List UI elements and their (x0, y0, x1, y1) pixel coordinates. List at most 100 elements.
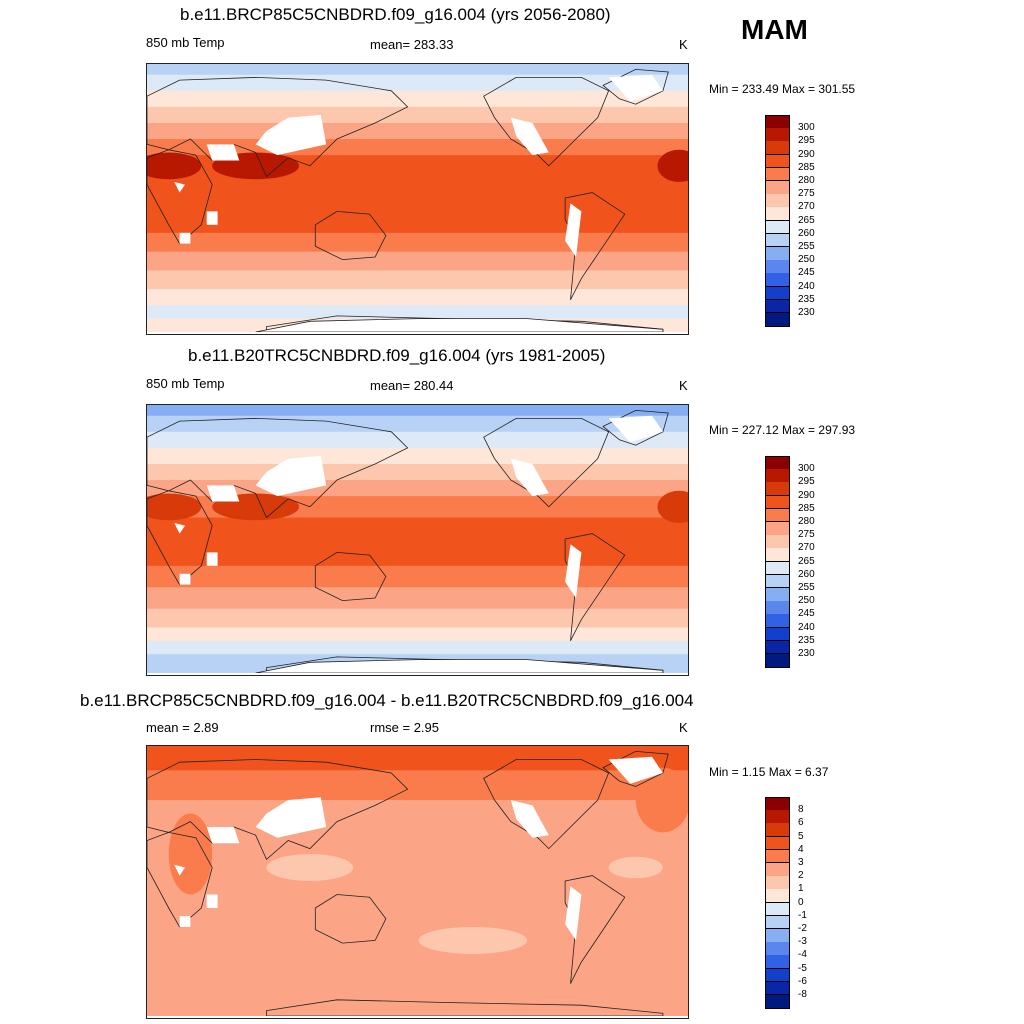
panel2-colorbar-tick-label: 285 (798, 502, 815, 514)
panel1-colorbar-swatch (765, 273, 790, 288)
panel3-colorbar-swatch (765, 981, 790, 996)
map1-contour-band (147, 122, 688, 141)
map2-contour-band (147, 463, 688, 482)
map1-contour-band (147, 64, 688, 76)
panel3-colorbar-tick-label: -3 (798, 936, 807, 948)
season-label: MAM (741, 14, 808, 45)
panel1-colorbar-swatch (765, 194, 790, 208)
panel1-colorbar-tick-label: 295 (798, 135, 815, 147)
panel3-colorbar-tick-label: 4 (798, 843, 804, 855)
panel1-colorbar-swatch (765, 286, 790, 301)
map1-coastline (602, 68, 669, 105)
map1-mask-region (206, 211, 218, 225)
panel3-colorbar-tick-label: -5 (798, 962, 807, 974)
panel2-colorbar-tick-label: 255 (798, 582, 815, 593)
panel2-minmax-label: Min = 227.12 Max = 297.93 (709, 423, 856, 437)
panel2-colorbar-tick-label: 265 (798, 555, 815, 567)
panel2-colorbar-swatch (765, 508, 790, 523)
map2-mask-region (179, 573, 191, 585)
panel3-colorbar-swatch (765, 863, 790, 877)
panel1-colorbar-tick-label: 275 (798, 188, 815, 200)
panel2-colorbar-swatch (765, 574, 790, 589)
panel3-colorbar-swatch (765, 955, 790, 970)
panel3-colorbar-swatch (765, 810, 790, 824)
panel2-colorbar-swatch (765, 456, 790, 470)
panel3-rmse-label: rmse = 2.95 (370, 720, 440, 735)
panel2-units-label: K (679, 378, 688, 393)
map3-mask-region (174, 864, 185, 876)
map3-contour-band (147, 770, 688, 801)
map1-coastline (266, 315, 664, 332)
map2-mask-region (174, 522, 185, 534)
panel2-colorbar-swatch (765, 469, 790, 483)
panel2-colorbar-swatch (765, 640, 790, 655)
panel3-colorbar-swatch (765, 942, 790, 956)
map3-coastline (266, 999, 664, 1016)
panel1-colorbar-swatch (765, 181, 790, 195)
panel2-colorbar-swatch (765, 522, 790, 536)
panel2-colorbar-swatch (765, 495, 790, 510)
panel3-colorbar-swatch (765, 902, 790, 917)
map2-contour-band (147, 405, 688, 417)
panel2-colorbar-tick-label: 280 (798, 516, 815, 527)
map3-mask-region (565, 886, 582, 941)
panel3-colorbar-swatch (765, 929, 790, 943)
panel1-colorbar-swatch (765, 141, 790, 156)
map2-coastline (483, 417, 610, 508)
panel1-colorbar-tick-label: 300 (798, 122, 815, 134)
panel3-colorbar-swatch (765, 876, 790, 890)
panel1-colorbar-swatch (765, 247, 790, 261)
panel2-colorbar-tick-label: 300 (798, 463, 815, 475)
panel1-colorbar-swatch (765, 154, 790, 169)
map3-coastline (147, 759, 409, 861)
map2-coastline (314, 551, 387, 602)
panel1-title: b.e11.BRCP85C5CNBDRD.f09_g16.004 (yrs 20… (180, 5, 611, 24)
map2-contour-band (147, 640, 688, 656)
map3-mask-region (255, 797, 327, 838)
panel2-colorbar-swatch (765, 548, 790, 563)
panel2-colorbar-tick-label: 275 (798, 529, 815, 541)
panel3-minmax-label: Min = 1.15 Max = 6.37 (709, 765, 829, 779)
panel3-colorbar-swatch (765, 889, 790, 904)
panel2-colorbar-swatch (765, 654, 790, 668)
map2-contour-band (147, 627, 688, 642)
panel3-title: b.e11.BRCP85C5CNBDRD.f09_g16.004 - b.e11… (80, 691, 694, 710)
map1-contour-band (147, 251, 688, 272)
panel2-colorbar-tick-label: 270 (798, 542, 815, 554)
map2-mask-region (206, 485, 240, 502)
panel1-minmax-label: Min = 233.49 Max = 301.55 (709, 82, 856, 96)
map1-contour-band (147, 106, 688, 124)
map1-mask-region (206, 144, 240, 161)
panel2-colorbar-tick-label: 290 (798, 489, 815, 501)
panel1-colorbar-tick-label: 230 (798, 307, 815, 318)
panel1-colorbar-swatch (765, 260, 790, 274)
panel3-map (146, 745, 689, 1019)
map2-contour-band (147, 447, 688, 465)
panel1-colorbar-swatch (765, 128, 790, 142)
panel1-colorbar-tick-label: 280 (798, 175, 815, 186)
map1-contour-band (147, 90, 688, 108)
map3-mask-region (510, 800, 549, 838)
panel2-colorbar-swatch (765, 535, 790, 549)
panel3-colorbar-tick-label: 0 (798, 896, 804, 908)
map1-coastline (483, 76, 610, 167)
panel2-colorbar-swatch (765, 601, 790, 615)
panel1-colorbar-tick-label: 250 (798, 254, 815, 266)
panel2-colorbar-swatch (765, 561, 790, 576)
map2-coastline (147, 417, 409, 519)
map2-contour-band (147, 517, 688, 567)
panel1-colorbar-tick-label: 245 (798, 267, 815, 279)
panel1-colorbar-tick-label: 270 (798, 201, 815, 213)
panel3-units-label: K (679, 720, 688, 735)
panel2-colorbar-swatch (765, 482, 790, 497)
map1-coastline (314, 210, 387, 261)
map1-mask-region (510, 117, 549, 156)
panel1-colorbar-tick-label: 265 (798, 214, 815, 226)
panel3-colorbar-tick-label: -8 (798, 989, 807, 1000)
map1-mask-region (174, 181, 185, 193)
panel2-mean-label: mean= 280.44 (370, 378, 454, 393)
panel1-variable-label: 850 mb Temp (146, 35, 225, 50)
panel2-colorbar-swatch (765, 627, 790, 642)
panel3-colorbar-swatch (765, 849, 790, 864)
panel1-colorbar-tick-label: 285 (798, 161, 815, 173)
